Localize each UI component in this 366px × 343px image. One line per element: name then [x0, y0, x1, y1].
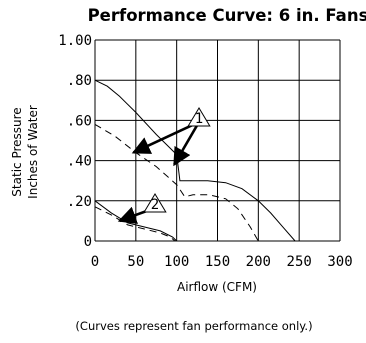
y-tick-label-1: .20 [67, 194, 92, 210]
callout-label-1: 1 [195, 111, 203, 127]
curve-dashed-1 [94, 123, 259, 242]
y-axis-label-line2: Inches of Water [26, 105, 40, 199]
callout-arrow-1-1 [173, 121, 201, 167]
y-tick-label-4: .80 [67, 73, 92, 89]
x-tick-label-4: 200 [246, 254, 271, 270]
y-axis-label-line1: Static Pressure [10, 107, 24, 196]
x-axis-ticks: 0 50 100 150 200 250 300 [91, 254, 353, 270]
x-tick-label-6: 300 [327, 254, 352, 270]
plot-grid [94, 39, 341, 242]
annotation-group: 12 [117, 107, 211, 224]
footnote: (Curves represent fan performance only.) [75, 319, 312, 333]
curve-solid-2 [94, 200, 178, 242]
y-tick-label-2: .40 [67, 154, 92, 170]
curve-dashed-2 [94, 206, 176, 242]
x-tick-label-1: 50 [127, 254, 144, 270]
y-tick-label-0: 0 [84, 234, 92, 250]
y-tick-label-3: .60 [67, 113, 92, 129]
x-tick-label-2: 100 [164, 254, 189, 270]
y-tick-label-5: 1.00 [58, 33, 92, 49]
x-tick-label-5: 250 [287, 254, 312, 270]
callout-label-2: 2 [151, 197, 159, 213]
x-tick-label-3: 150 [205, 254, 230, 270]
x-axis-label: Airflow (CFM) [177, 280, 257, 294]
y-axis-ticks: 0 .20 .40 .60 .80 1.00 [58, 33, 92, 250]
callout-triangle-2 [143, 193, 167, 213]
x-tick-label-0: 0 [91, 254, 99, 270]
chart-title: Performance Curve: 6 in. Fans [88, 6, 366, 25]
curve-solid-1 [94, 79, 296, 242]
callout-arrow-1-0 [131, 120, 200, 154]
series-group [94, 79, 296, 242]
callout-triangle-1 [187, 107, 211, 127]
